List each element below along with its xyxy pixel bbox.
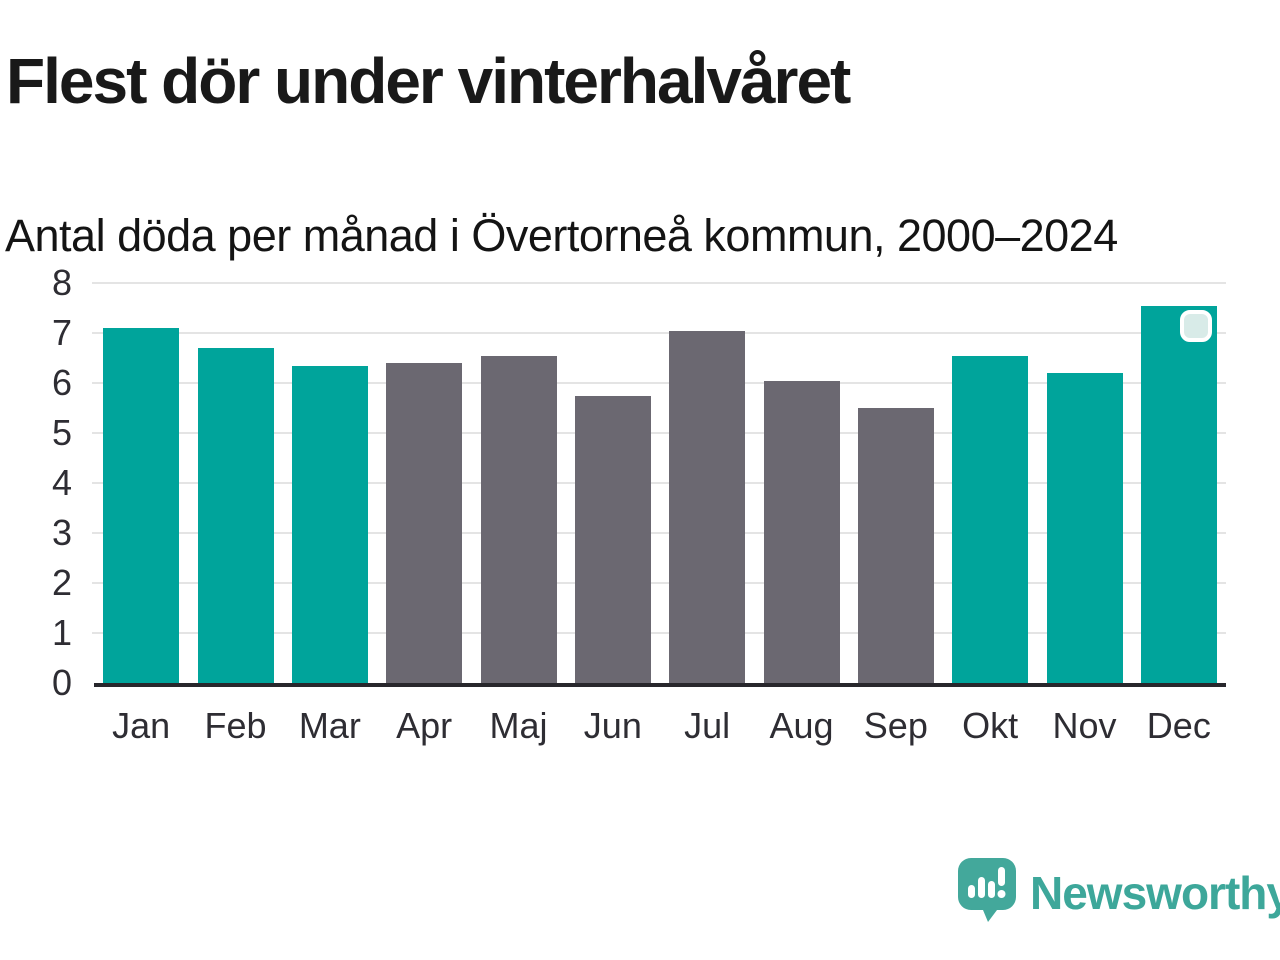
bar-jun	[574, 395, 651, 683]
x-tick-label-dec: Dec	[1146, 705, 1211, 746]
highlight-badge-dec	[1179, 309, 1212, 342]
x-tick-label-aug: Aug	[769, 705, 834, 746]
y-tick-label-0: 0	[51, 662, 72, 703]
bar-jan	[103, 328, 180, 683]
bar-aug	[763, 380, 840, 683]
bar-sep	[857, 408, 934, 683]
x-tick-label-jul: Jul	[684, 705, 731, 746]
chart-title: Flest dör under vinterhalvåret	[6, 45, 851, 117]
x-tick-label-jun: Jun	[583, 705, 642, 746]
y-tick-label-5: 5	[51, 412, 72, 453]
bar-nov	[1046, 373, 1123, 683]
x-tick-label-okt: Okt	[962, 705, 1019, 746]
bar-mar	[291, 365, 368, 683]
x-tick-label-apr: Apr	[396, 705, 453, 746]
bar-maj	[480, 355, 557, 683]
newsworthy-logo-text: Newsworthy	[1030, 866, 1280, 919]
x-tick-label-mar: Mar	[298, 705, 361, 746]
chart-subtitle: Antal döda per månad i Övertorneå kommun…	[5, 210, 1118, 261]
bar-feb	[197, 348, 274, 683]
x-axis: Jan Feb Mar Apr Maj Jun Jul Aug Sep Okt Nov Dec	[94, 704, 1226, 754]
x-tick-label-nov: Nov	[1052, 705, 1117, 746]
gridline-7	[92, 332, 1226, 334]
newsworthy-bubble-chart-icon	[958, 858, 1016, 927]
y-tick-label-4: 4	[51, 462, 72, 503]
y-tick-label-7: 7	[51, 312, 72, 353]
newsworthy-logo: Newsworthy	[958, 858, 1280, 927]
bar-jul	[669, 330, 746, 683]
gridline-8	[92, 282, 1226, 284]
plot-area	[92, 282, 1226, 687]
bar-dec	[1140, 305, 1217, 683]
x-tick-label-jan: Jan	[112, 705, 171, 746]
x-tick-label-maj: Maj	[489, 705, 548, 746]
gridline-5	[92, 432, 1226, 434]
y-axis: 0 1 2 3 4 5 6 7 8	[0, 262, 78, 703]
x-tick-label-sep: Sep	[863, 705, 928, 746]
gridline-2	[92, 582, 1226, 584]
gridline-6	[92, 382, 1226, 384]
gridline-4	[92, 482, 1226, 484]
gridline-3	[92, 532, 1226, 534]
y-tick-label-1: 1	[51, 612, 72, 653]
y-tick-label-8: 8	[51, 262, 72, 303]
bar-apr	[386, 363, 463, 683]
gridline-1	[92, 632, 1226, 634]
x-tick-label-feb: Feb	[204, 705, 267, 746]
bar-okt	[952, 355, 1029, 683]
y-tick-label-6: 6	[51, 362, 72, 403]
y-tick-label-2: 2	[51, 562, 72, 603]
y-tick-label-3: 3	[51, 512, 72, 553]
